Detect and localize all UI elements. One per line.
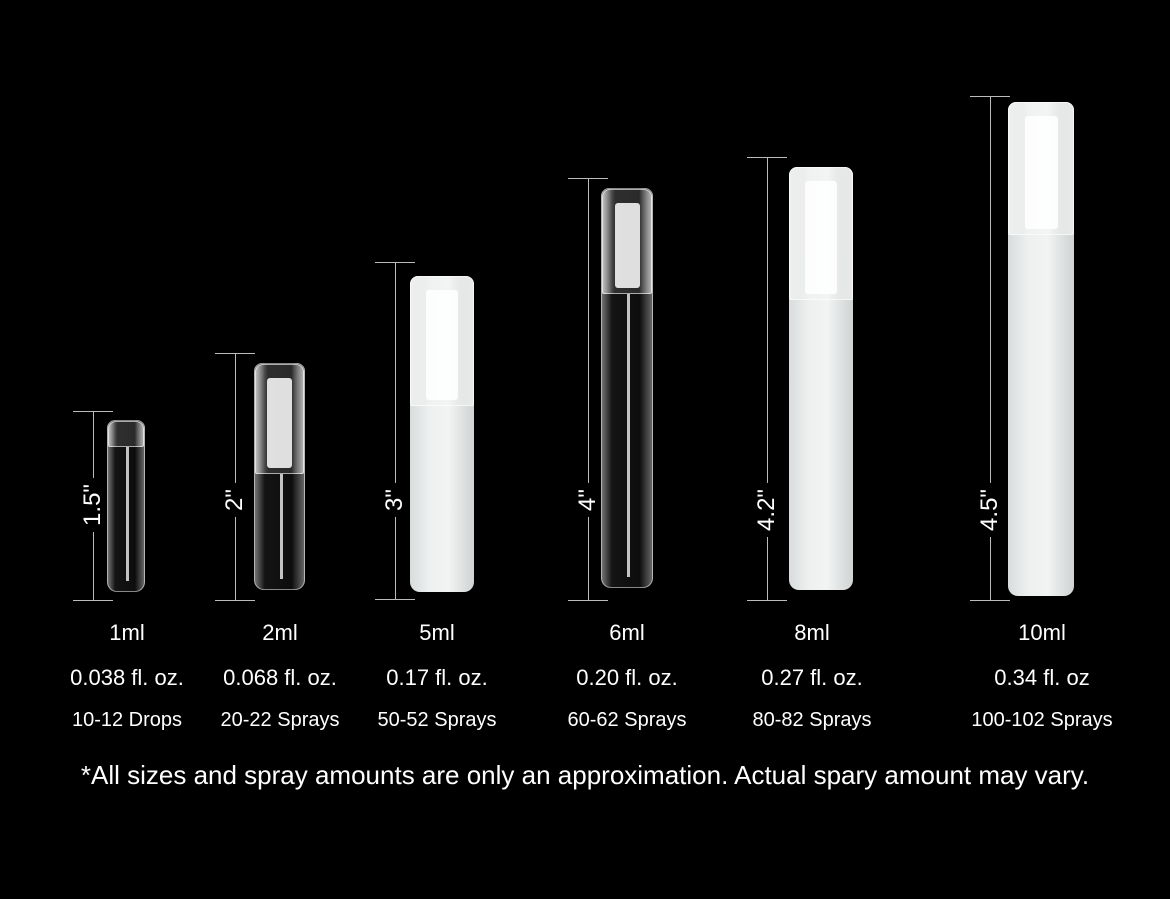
dimension-line bbox=[395, 262, 396, 599]
height-label: 4.2" bbox=[751, 483, 783, 537]
volume-label: 2ml bbox=[262, 620, 298, 645]
bottle-10ml bbox=[1008, 102, 1074, 596]
dimension-line bbox=[588, 178, 589, 600]
dimension-tick-bottom bbox=[73, 600, 113, 601]
amount-label: 10-12 Drops bbox=[71, 709, 183, 731]
dimension-tick-bottom bbox=[568, 600, 608, 601]
fl-oz-label: 0.038 fl. oz. bbox=[70, 665, 184, 690]
dimension-tick-bottom bbox=[375, 599, 415, 600]
dimension-line bbox=[767, 157, 768, 600]
dimension-line bbox=[990, 96, 991, 600]
volume-label: 8ml bbox=[794, 620, 830, 645]
fl-oz-label: 0.068 fl. oz. bbox=[223, 665, 337, 690]
bottle-8ml bbox=[789, 167, 853, 590]
disclaimer-note: *All sizes and spray amounts are only an… bbox=[80, 760, 1090, 790]
amount-label: 60-62 Sprays bbox=[567, 709, 687, 731]
height-label: 4.5" bbox=[974, 483, 1006, 537]
volume-label: 1ml bbox=[109, 620, 145, 645]
amount-label: 80-82 Sprays bbox=[752, 709, 872, 731]
height-label: 1.5" bbox=[77, 478, 109, 532]
spray-pump bbox=[1024, 116, 1058, 229]
fl-oz-label: 0.34 fl. oz bbox=[994, 665, 1090, 690]
dimension-tick-top bbox=[970, 96, 1010, 97]
fl-oz-label: 0.17 fl. oz. bbox=[386, 665, 488, 690]
dip-tube bbox=[627, 294, 630, 577]
bottle-2ml bbox=[254, 363, 305, 590]
dimension-tick-bottom bbox=[215, 600, 255, 601]
spray-pump bbox=[426, 290, 458, 400]
dimension-line bbox=[235, 353, 236, 600]
dimension-tick-top bbox=[215, 353, 255, 354]
dimension-tick-top bbox=[375, 262, 415, 263]
bottle-1ml bbox=[107, 420, 145, 592]
amount-label: 50-52 Sprays bbox=[377, 709, 497, 731]
height-label: 3" bbox=[379, 483, 411, 517]
volume-label: 5ml bbox=[419, 620, 455, 645]
dimension-tick-top bbox=[73, 411, 113, 412]
amount-label: 100-102 Sprays bbox=[971, 709, 1113, 731]
amount-label: 20-22 Sprays bbox=[220, 709, 340, 731]
volume-label: 6ml bbox=[609, 620, 645, 645]
dimension-tick-top bbox=[568, 178, 608, 179]
height-label: 2" bbox=[219, 483, 251, 517]
spray-pump bbox=[267, 378, 292, 468]
bottle-cap bbox=[108, 421, 144, 447]
spray-pump bbox=[614, 203, 640, 288]
dimension-tick-top bbox=[747, 157, 787, 158]
fl-oz-label: 0.20 fl. oz. bbox=[576, 665, 678, 690]
volume-label: 10ml bbox=[1018, 620, 1066, 645]
bottle-6ml bbox=[601, 188, 653, 588]
fl-oz-label: 0.27 fl. oz. bbox=[761, 665, 863, 690]
bottle-5ml bbox=[410, 276, 474, 592]
height-label: 4" bbox=[572, 483, 604, 517]
dimension-tick-bottom bbox=[747, 600, 787, 601]
dimension-tick-bottom bbox=[970, 600, 1010, 601]
spray-pump bbox=[805, 181, 837, 294]
dip-tube bbox=[126, 447, 129, 581]
dip-tube bbox=[279, 474, 283, 579]
